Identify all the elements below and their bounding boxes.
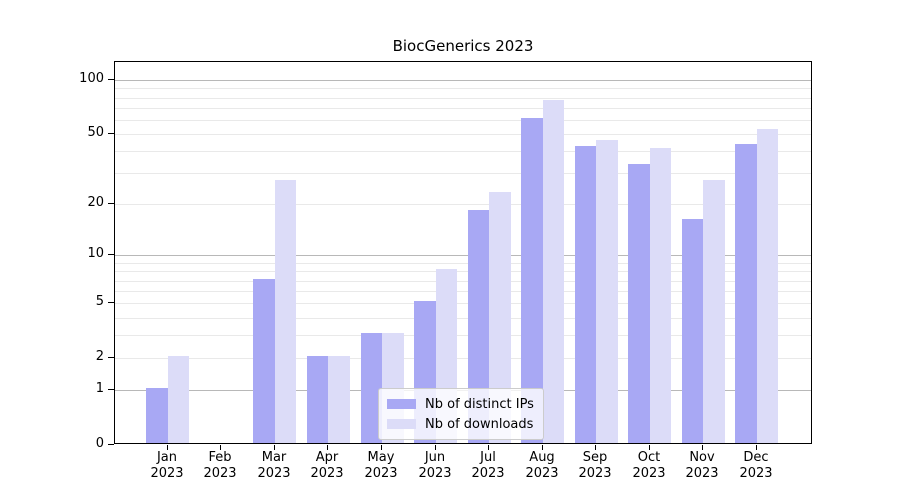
gridline-minor-70: [115, 108, 811, 109]
y-tick-mark-1: [108, 389, 114, 390]
bar-jul-distinct-ips: [467, 210, 490, 443]
legend-row-downloads: Nb of downloads: [387, 414, 535, 434]
bar-nov-distinct-ips: [681, 219, 704, 443]
gridline-minor-40: [115, 151, 811, 152]
gridline-minor-50: [115, 134, 811, 135]
x-tick-mark-sep: [595, 445, 596, 450]
legend-swatch-downloads: [387, 419, 416, 429]
bar-oct-downloads: [649, 147, 672, 443]
bar-nov-downloads: [703, 179, 725, 443]
bar-jan-downloads: [167, 356, 190, 443]
y-tick-mark-20: [108, 203, 114, 204]
y-tick-mark-0: [108, 444, 114, 445]
x-tick-label-nov: Nov 2023: [674, 450, 730, 482]
bar-dec-distinct-ips: [735, 143, 757, 443]
bar-mar-distinct-ips: [253, 278, 275, 443]
y-tick-label-2: 2: [95, 349, 104, 364]
x-tick-mark-apr: [327, 445, 328, 450]
bar-may-distinct-ips: [360, 333, 382, 443]
gridline-minor-4: [115, 318, 811, 319]
plot-area: [114, 61, 812, 444]
bar-aug-downloads: [542, 99, 565, 443]
x-tick-year-nov: 2023: [685, 466, 719, 481]
y-tick-label-5: 5: [95, 294, 104, 309]
x-tick-label-oct: Oct 2023: [621, 450, 677, 482]
x-tick-year-aug: 2023: [525, 466, 559, 481]
x-tick-label-aug: Aug 2023: [514, 450, 570, 482]
bar-jan-distinct-ips: [146, 388, 168, 443]
x-tick-label-may: May 2023: [353, 450, 409, 482]
y-tick-label-20: 20: [87, 195, 104, 210]
gridline-minor-5: [115, 303, 811, 304]
gridline-minor-6: [115, 291, 811, 292]
x-tick-year-apr: 2023: [310, 466, 344, 481]
y-tick-mark-100: [108, 79, 114, 80]
x-tick-year-sep: 2023: [578, 466, 612, 481]
x-tick-year-jun: 2023: [418, 466, 452, 481]
legend-label-distinct-ips: Nb of distinct IPs: [425, 396, 534, 412]
gridline-minor-9: [115, 263, 811, 264]
x-tick-mark-jul: [488, 445, 489, 450]
x-tick-label-sep: Sep 2023: [567, 450, 623, 482]
y-tick-mark-10: [108, 254, 114, 255]
bar-oct-distinct-ips: [628, 164, 650, 443]
x-tick-year-jul: 2023: [471, 466, 505, 481]
gridline-minor-8: [115, 271, 811, 272]
bar-jul-downloads: [489, 191, 511, 443]
bar-sep-distinct-ips: [574, 145, 597, 443]
x-tick-mark-may: [381, 445, 382, 450]
y-tick-label-1: 1: [95, 381, 104, 396]
x-tick-label-dec: Dec 2023: [728, 450, 784, 482]
y-tick-label-0: 0: [95, 436, 104, 451]
x-tick-year-jan: 2023: [150, 466, 184, 481]
gridline-major-10: [115, 255, 811, 256]
x-tick-label-mar: Mar 2023: [246, 450, 302, 482]
gridline-major-100: [115, 80, 811, 81]
x-tick-label-jan: Jan 2023: [139, 450, 195, 482]
y-tick-label-100: 100: [79, 71, 104, 86]
x-tick-year-mar: 2023: [257, 466, 291, 481]
x-tick-mark-jan: [167, 445, 168, 450]
x-tick-mark-feb: [220, 445, 221, 450]
y-tick-label-50: 50: [87, 125, 104, 140]
bar-sep-downloads: [596, 140, 618, 443]
legend-swatch-distinct-ips: [387, 399, 416, 409]
legend: Nb of distinct IPs Nb of downloads: [378, 388, 544, 440]
x-tick-year-dec: 2023: [739, 466, 773, 481]
x-tick-label-jul: Jul 2023: [460, 450, 516, 482]
x-tick-mark-dec: [756, 445, 757, 450]
x-tick-mark-aug: [542, 445, 543, 450]
bar-aug-distinct-ips: [521, 118, 543, 443]
gridline-minor-80: [115, 98, 811, 99]
x-tick-label-feb: Feb 2023: [192, 450, 248, 482]
x-tick-mark-mar: [274, 445, 275, 450]
bar-mar-downloads: [274, 179, 297, 443]
x-tick-mark-oct: [649, 445, 650, 450]
legend-row-distinct-ips: Nb of distinct IPs: [387, 394, 535, 414]
x-tick-year-feb: 2023: [203, 466, 237, 481]
gridline-minor-2: [115, 358, 811, 359]
y-tick-label-10: 10: [87, 246, 104, 261]
bar-dec-downloads: [756, 129, 779, 443]
x-tick-mark-jun: [435, 445, 436, 450]
x-tick-label-apr: Apr 2023: [299, 450, 355, 482]
x-tick-year-oct: 2023: [632, 466, 666, 481]
gridline-minor-30: [115, 173, 811, 174]
x-tick-mark-nov: [702, 445, 703, 450]
gridline-minor-90: [115, 88, 811, 89]
gridline-minor-60: [115, 120, 811, 121]
bar-apr-distinct-ips: [306, 356, 329, 443]
y-tick-mark-2: [108, 357, 114, 358]
y-tick-mark-50: [108, 133, 114, 134]
gridline-minor-7: [115, 281, 811, 282]
chart-title: BiocGenerics 2023: [392, 37, 534, 55]
x-tick-year-may: 2023: [364, 466, 398, 481]
y-tick-mark-5: [108, 302, 114, 303]
bar-apr-downloads: [328, 356, 350, 443]
x-tick-label-jun: Jun 2023: [407, 450, 463, 482]
legend-label-downloads: Nb of downloads: [425, 416, 534, 432]
gridline-minor-3: [115, 335, 811, 336]
gridline-minor-20: [115, 204, 811, 205]
